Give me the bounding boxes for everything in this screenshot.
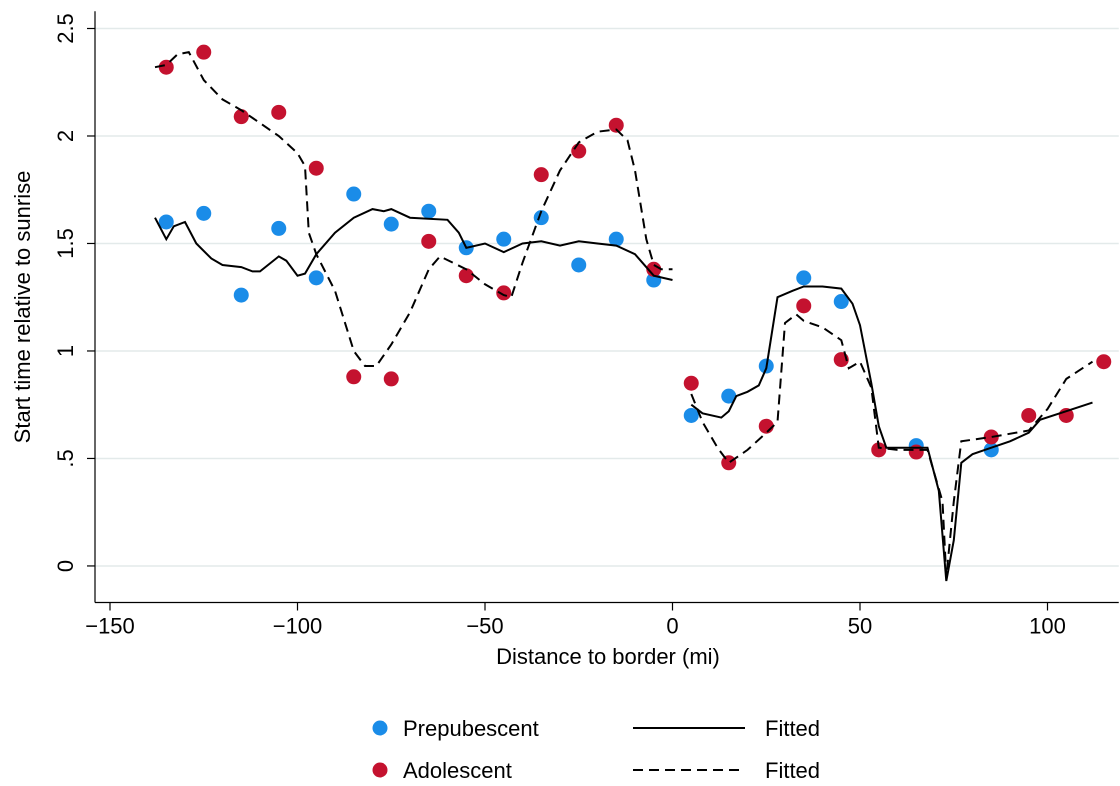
data-point xyxy=(608,231,624,247)
data-point xyxy=(196,44,212,60)
data-point xyxy=(833,294,849,310)
x-tick-label: −100 xyxy=(273,614,323,639)
y-tick-label: 2.5 xyxy=(53,13,78,44)
data-point xyxy=(871,442,887,458)
data-point xyxy=(646,261,662,277)
data-point xyxy=(1021,407,1037,423)
y-tick-label: 1 xyxy=(53,345,78,357)
x-tick-label: 50 xyxy=(848,614,872,639)
legend-label: Fitted xyxy=(765,758,820,783)
x-tick-label: −150 xyxy=(85,614,135,639)
data-point xyxy=(683,375,699,391)
data-point xyxy=(608,117,624,133)
data-point xyxy=(383,371,399,387)
data-point xyxy=(158,59,174,75)
data-point xyxy=(683,407,699,423)
legend-label: Fitted xyxy=(765,716,820,741)
y-tick-label: 2 xyxy=(53,130,78,142)
data-point xyxy=(796,298,812,314)
data-point xyxy=(496,231,512,247)
data-point xyxy=(758,418,774,434)
data-point xyxy=(233,109,249,125)
data-point xyxy=(496,285,512,301)
legend-marker xyxy=(372,762,388,778)
fitted-line xyxy=(154,50,1094,577)
data-point xyxy=(421,203,437,219)
data-point xyxy=(158,214,174,230)
data-point xyxy=(1096,354,1112,370)
data-point xyxy=(308,160,324,176)
data-point xyxy=(533,210,549,226)
data-point xyxy=(571,257,587,273)
y-tick-label: 0 xyxy=(53,560,78,572)
fitted-line xyxy=(154,208,1093,582)
legend-label: Prepubescent xyxy=(403,716,539,741)
legend-label: Adolescent xyxy=(403,758,512,783)
data-point xyxy=(383,216,399,232)
data-point xyxy=(346,369,362,385)
data-point xyxy=(271,104,287,120)
x-tick-label: 0 xyxy=(666,614,678,639)
data-point xyxy=(533,167,549,183)
x-axis-label: Distance to border (mi) xyxy=(496,644,720,669)
y-axis-label: Start time relative to sunrise xyxy=(10,171,35,444)
y-tick-label: 1.5 xyxy=(53,228,78,259)
data-point xyxy=(271,220,287,236)
y-tick-label: .5 xyxy=(53,449,78,467)
data-point xyxy=(458,268,474,284)
data-point xyxy=(721,388,737,404)
x-tick-label: −50 xyxy=(466,614,503,639)
data-point xyxy=(346,186,362,202)
data-point xyxy=(571,143,587,159)
data-point xyxy=(721,455,737,471)
data-point xyxy=(196,205,212,221)
data-point xyxy=(796,270,812,286)
data-point xyxy=(983,429,999,445)
legend-marker xyxy=(372,720,388,736)
data-point xyxy=(308,270,324,286)
x-tick-label: 100 xyxy=(1029,614,1066,639)
data-point xyxy=(421,233,437,249)
data-point xyxy=(233,287,249,303)
